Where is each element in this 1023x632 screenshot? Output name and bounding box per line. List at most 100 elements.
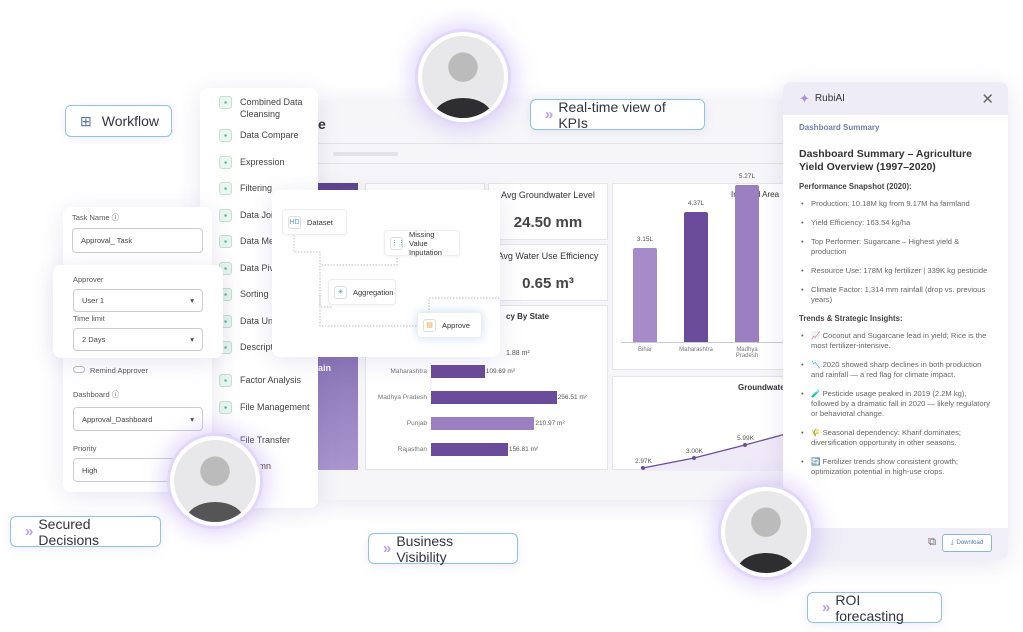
- tool-icon: ▪: [219, 208, 232, 222]
- summary-item: Top Performer: Sugarcane – Highest yield…: [799, 237, 990, 257]
- dashboard-title: e: [318, 116, 326, 132]
- download-button[interactable]: ⤓ Download: [942, 534, 992, 552]
- dashboard-window: e ain Avg Groundwater Level 24.50 mm Avg …: [318, 100, 793, 500]
- brand: RubiAI: [814, 93, 845, 104]
- badge-kpis: » Real-time view of KPIs: [530, 99, 705, 131]
- avatar-woman: [170, 436, 260, 526]
- bar: [431, 365, 485, 378]
- data-label: 3.15L: [636, 236, 654, 244]
- line-point: [641, 466, 645, 470]
- summary-item: Yield Efficiency: 163.54 kg/ha: [799, 218, 990, 228]
- tool-icon: ▪: [219, 96, 232, 109]
- dashboard-select[interactable]: Approval_Dashboard ▾: [73, 407, 203, 431]
- dataset-icon: HD: [288, 215, 301, 229]
- badge-roi: » ROI forecasting: [807, 592, 942, 624]
- tool-icon: ▪: [219, 155, 232, 169]
- bar-label: Rajasthan: [397, 446, 427, 453]
- download-icon: ⤓: [950, 539, 954, 546]
- chevron-right-icon: »: [25, 523, 34, 540]
- summary-item: 🧪 Pesticide usage peaked in 2019 (2.2M k…: [799, 389, 990, 419]
- summary-item: Climate Factor: 1,314 mm rainfall (drop …: [799, 285, 990, 305]
- tool-icon: ▪: [219, 182, 232, 195]
- irrigated-area-chart: Irrigated Area 3.15L Bihar 4.37L Maharas…: [612, 173, 793, 370]
- axis-label: Madhya Pradesh: [735, 347, 759, 359]
- badge-visibility: » Business Visibility: [368, 533, 518, 565]
- help-icon: ⓘ: [111, 213, 120, 222]
- tool-icon: ▪: [219, 400, 232, 414]
- node-approve[interactable]: ▤ Approve: [417, 312, 482, 338]
- summary-item: 📉 2020 showed sharp declines in both pro…: [799, 360, 990, 380]
- chevron-right-icon: »: [545, 106, 554, 123]
- chevron-down-icon: ▾: [190, 296, 194, 305]
- rubiai-panel: ✦ RubiAI ✕ Dashboard Summary Dashboard S…: [783, 82, 1008, 560]
- chevron-right-icon: »: [822, 599, 831, 616]
- tool-icon: ▪: [219, 374, 232, 387]
- summary-item: 📈 Coconut and Sugarcane lead in yield; R…: [799, 331, 990, 351]
- data-label: 156.81 m²: [508, 446, 539, 453]
- data-label: 210.97 m²: [535, 420, 565, 427]
- bar-label: Maharashtra: [390, 368, 428, 375]
- sparkle-icon: ✦: [799, 90, 810, 106]
- task-name-input[interactable]: Approval_ Task: [72, 228, 203, 253]
- summary-item: Resource Use: 178M kg fertilizer | 339K …: [799, 266, 990, 276]
- data-label: 2.97K: [635, 458, 653, 465]
- time-limit-select[interactable]: 2 Days ▾: [73, 328, 203, 351]
- bar: [684, 212, 708, 342]
- line-point: [743, 443, 747, 447]
- bar: [735, 185, 759, 342]
- grid-icon: ⋮⋮: [390, 236, 405, 250]
- tool-icon: ▪: [219, 235, 232, 248]
- kpi-water-efficiency: Avg Water Use Efficiency 0.65 m³: [488, 244, 608, 301]
- data-label: 3.00K: [686, 448, 704, 455]
- data-label: 5.27L: [738, 173, 756, 181]
- data-label: 109.69 m²: [485, 368, 516, 375]
- bar-label: Punjab: [406, 420, 427, 427]
- node-dataset[interactable]: HD Dataset: [282, 209, 347, 235]
- tool-item[interactable]: ▪ Data Joi: [219, 208, 318, 236]
- sidebar-label: ain: [318, 363, 332, 373]
- copy-icon[interactable]: ⧉: [928, 536, 936, 548]
- node-aggregation[interactable]: ✳ Aggregation: [328, 279, 396, 305]
- axis-label: Maharashtra: [679, 347, 713, 353]
- avatar-man-top: [418, 32, 508, 122]
- tool-item[interactable]: ▪ File Management: [219, 400, 318, 434]
- bar: [431, 391, 557, 404]
- chevron-down-icon: ▾: [190, 414, 194, 424]
- axis-label: Bihar: [637, 347, 652, 353]
- data-label: 256.51 m²: [557, 394, 587, 401]
- bar: [431, 417, 535, 430]
- close-icon[interactable]: ✕: [981, 90, 994, 108]
- kpi-groundwater: Avg Groundwater Level 24.50 mm: [488, 183, 608, 240]
- data-label: 5.99K: [737, 435, 755, 442]
- summary-item: 🌾 Seasonal dependency: Kharif dominates;…: [799, 428, 990, 448]
- tool-item[interactable]: ▪ Factor Analysis: [219, 374, 318, 401]
- workflow-canvas: HD Dataset ⋮⋮ Missing Value Inputation ✳ Ag…: [272, 190, 500, 357]
- line-series: [642, 431, 793, 469]
- data-label: 4.37L: [687, 200, 705, 208]
- badge-workflow: ⊞ Workflow: [65, 105, 172, 137]
- workflow-icon: ⊞: [80, 112, 92, 129]
- summary-item: 🔄 Fertilizer trends show consistent grow…: [799, 457, 990, 477]
- chevron-right-icon: »: [383, 540, 392, 557]
- groundwater-line-chart: Groundwater 2.97K 3.00K 5.99K: [612, 376, 793, 471]
- bar-label: Madhya Pradesh: [377, 394, 427, 401]
- approve-icon: ▤: [423, 318, 436, 332]
- node-missing-value[interactable]: ⋮⋮ Missing Value Inputation: [384, 230, 460, 257]
- tool-item[interactable]: ▪ Data Me: [219, 235, 318, 262]
- line-point: [692, 456, 696, 460]
- tool-item[interactable]: ▪ Combined Data Cleansing: [219, 96, 318, 129]
- tool-icon: ▪: [219, 129, 232, 142]
- bar: [431, 443, 508, 456]
- tool-item[interactable]: ▪ Data Compare: [219, 129, 318, 156]
- tool-item[interactable]: ▪ Filtering: [219, 182, 318, 209]
- bar: [633, 248, 657, 342]
- remind-toggle[interactable]: [73, 366, 85, 373]
- aggregation-icon: ✳: [334, 285, 347, 299]
- approver-select[interactable]: User 1 ▾: [73, 289, 203, 312]
- tool-item[interactable]: ▪ Expression: [219, 155, 318, 183]
- approver-card: Approver User 1 ▾ Time limit 2 Days ▾: [53, 265, 223, 358]
- badge-secured: » Secured Decisions: [10, 516, 161, 548]
- chevron-down-icon: ▾: [190, 335, 194, 344]
- summary-item: Production: 10.18M kg from 9.17M ha farm…: [799, 199, 990, 209]
- avatar-man-right: [721, 487, 811, 577]
